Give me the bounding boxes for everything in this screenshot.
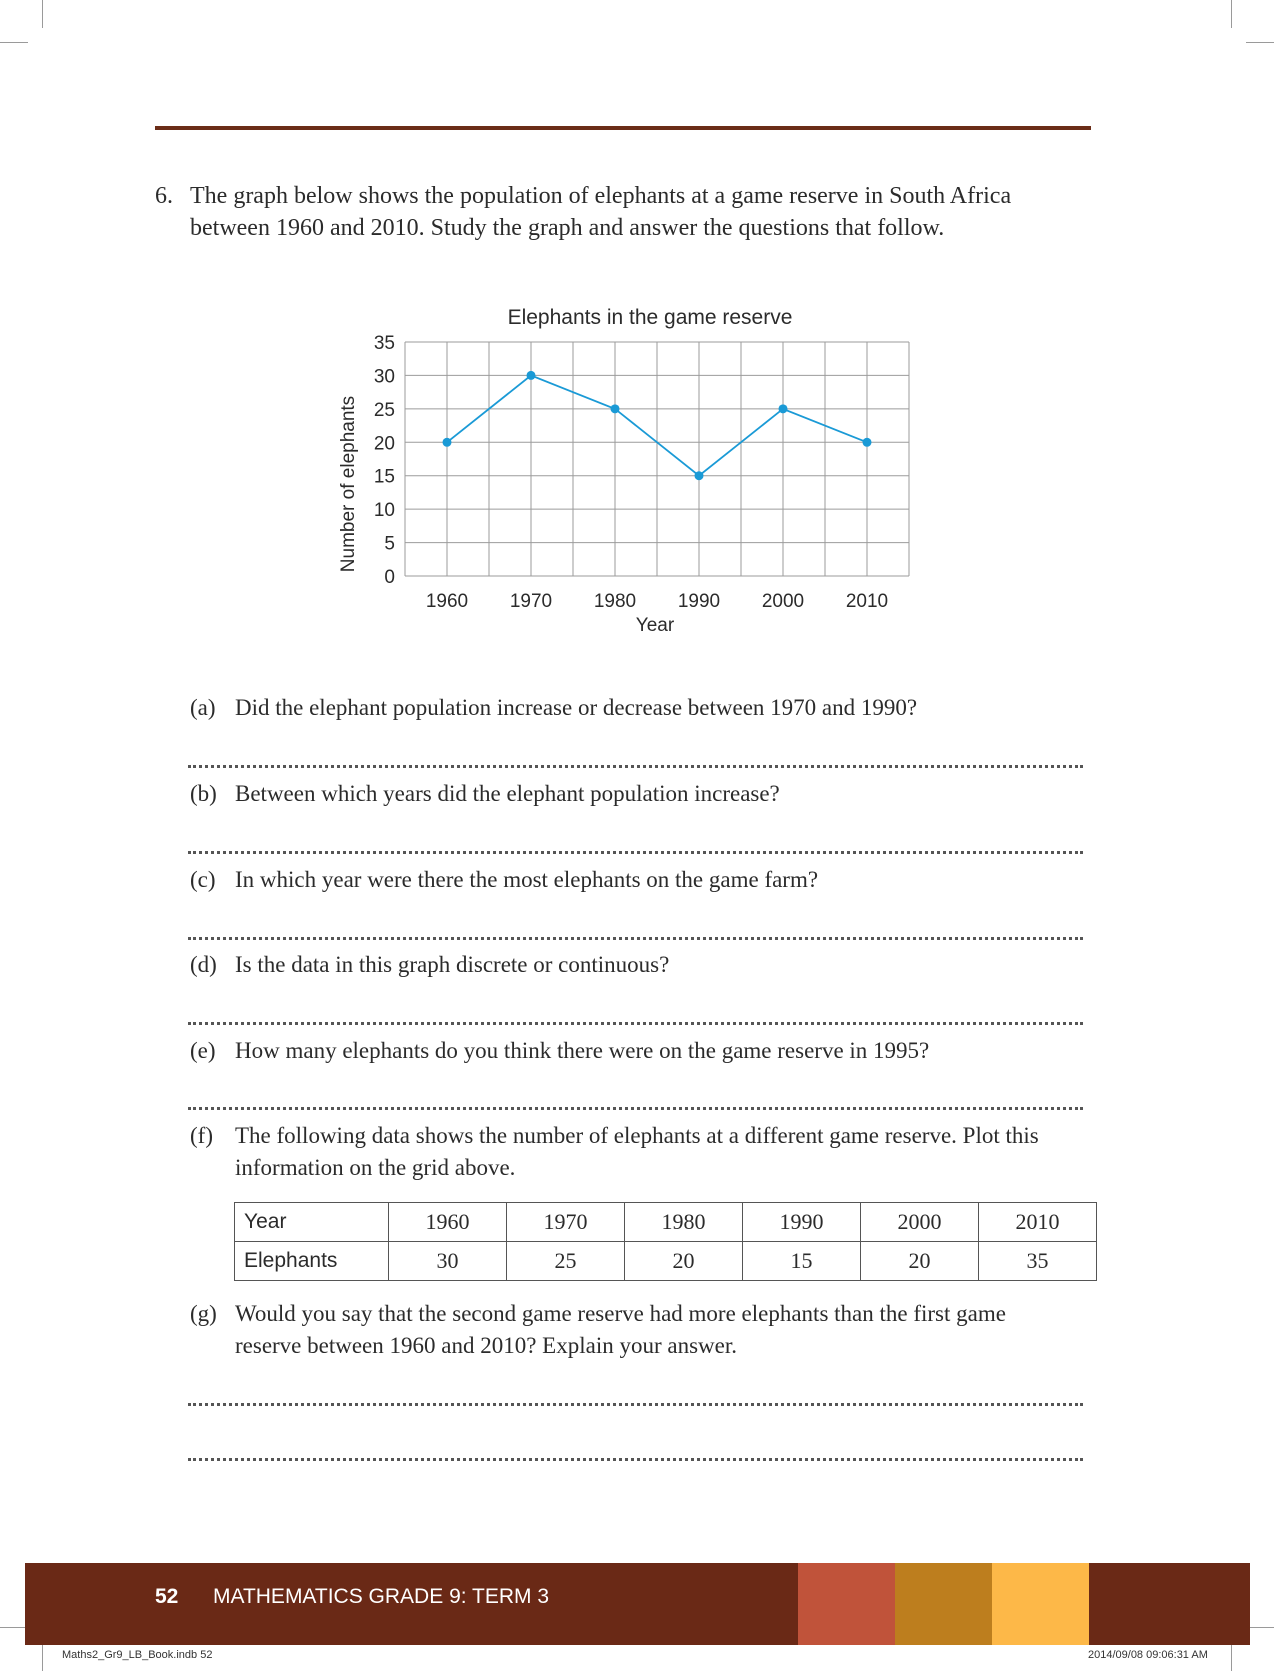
subquestion-text: Would you say that the second game reser… <box>235 1301 1006 1358</box>
y-tick-label: 30 <box>374 366 395 387</box>
subquestion-text: Between which years did the elephant pop… <box>235 781 780 806</box>
page-footer: 52 MATHEMATICS GRADE 9: TERM 3 <box>25 1563 1250 1645</box>
print-file-slug: Maths2_Gr9_LB_Book.indb 52 <box>62 1649 213 1661</box>
page-number: 52 <box>155 1585 179 1608</box>
table-cell: 20 <box>624 1241 743 1281</box>
question-number: 6. <box>155 183 173 209</box>
y-tick-label: 5 <box>384 534 395 555</box>
x-tick-label: 1980 <box>594 591 636 612</box>
y-tick-label: 20 <box>374 433 395 454</box>
chart-x-axis-label: Year <box>635 615 675 636</box>
footer-title: MATHEMATICS GRADE 9: TERM 3 <box>213 1585 550 1608</box>
x-tick-label: 1960 <box>426 591 468 612</box>
question-text: The graph below shows the population of … <box>190 183 1012 241</box>
footer-color-block <box>798 1563 895 1645</box>
x-tick-label: 2000 <box>762 591 804 612</box>
y-tick-label: 0 <box>384 567 395 588</box>
subquestion-label: (f) <box>190 1123 213 1148</box>
crop-mark <box>1231 0 1232 28</box>
subquestion-label: (b) <box>190 781 217 806</box>
subquestion-text: How many elephants do you think there we… <box>235 1038 930 1063</box>
data-point <box>610 404 620 414</box>
print-timestamp: 2014/09/08 09:06:31 AM <box>1088 1649 1208 1661</box>
table-cell: 1960 <box>388 1202 507 1242</box>
crop-mark <box>0 1627 28 1628</box>
x-tick-label: 2010 <box>846 591 888 612</box>
header-rule <box>155 126 1091 130</box>
data-point <box>778 404 788 414</box>
subquestion-label: (c) <box>190 867 216 892</box>
subquestion-text: Did the elephant population increase or … <box>235 695 918 720</box>
table-cell: 20 <box>860 1241 979 1281</box>
answer-line[interactable] <box>188 1403 1083 1406</box>
answer-line[interactable] <box>188 765 1083 768</box>
elephant-data-table: Year 1960 1970 1980 1990 2000 2010 Eleph… <box>234 1202 1097 1281</box>
table-cell: 2010 <box>978 1202 1097 1242</box>
subquestion-label: (e) <box>190 1038 216 1063</box>
chart-title: Elephants in the game reserve <box>507 306 793 329</box>
answer-line[interactable] <box>188 1022 1083 1025</box>
data-point <box>862 437 872 447</box>
y-tick-label: 15 <box>374 467 395 488</box>
subquestion-text: The following data shows the number of e… <box>235 1123 1039 1180</box>
footer-color-block <box>992 1563 1089 1645</box>
y-tick-label: 35 <box>374 333 395 354</box>
table-cell: 1980 <box>624 1202 743 1242</box>
table-cell: 1990 <box>742 1202 861 1242</box>
table-cell: 35 <box>978 1241 1097 1281</box>
answer-line[interactable] <box>188 851 1083 854</box>
series-line <box>446 374 868 477</box>
crop-mark <box>1246 1627 1274 1628</box>
subquestion-label: (a) <box>190 695 216 720</box>
subquestion-label: (g) <box>190 1301 217 1326</box>
table-header-elephants: Elephants <box>234 1241 389 1281</box>
table-header-year: Year <box>234 1202 389 1242</box>
footer-color-block <box>895 1563 992 1645</box>
subquestion-label: (d) <box>190 952 217 977</box>
table-cell: 30 <box>388 1241 507 1281</box>
answer-line[interactable] <box>188 937 1083 940</box>
crop-mark <box>1246 42 1274 43</box>
subquestion-text: Is the data in this graph discrete or co… <box>235 952 670 977</box>
crop-mark <box>0 42 28 43</box>
y-tick-label: 10 <box>374 500 395 521</box>
data-point <box>442 437 452 447</box>
x-tick-label: 1990 <box>678 591 720 612</box>
crop-mark <box>1231 1645 1232 1671</box>
elephant-line-chart: 0 5 10 15 20 25 30 35 1960 1970 1980 1990 2000 2010 <box>374 333 910 612</box>
crop-mark <box>42 1645 43 1671</box>
crop-mark <box>42 0 43 28</box>
answer-line[interactable] <box>188 1458 1083 1461</box>
table-cell: 2000 <box>860 1202 979 1242</box>
table-cell: 15 <box>742 1241 861 1281</box>
x-tick-label: 1970 <box>510 591 552 612</box>
table-row: Elephants 30 25 20 15 20 35 <box>234 1241 1097 1281</box>
answer-line[interactable] <box>188 1107 1083 1110</box>
table-cell: 25 <box>506 1241 625 1281</box>
data-point <box>526 370 536 380</box>
table-row: Year 1960 1970 1980 1990 2000 2010 <box>234 1202 1097 1242</box>
y-tick-label: 25 <box>374 400 395 421</box>
table-cell: 1970 <box>506 1202 625 1242</box>
subquestion-text: In which year were there the most elepha… <box>235 867 819 892</box>
data-point <box>694 471 704 481</box>
